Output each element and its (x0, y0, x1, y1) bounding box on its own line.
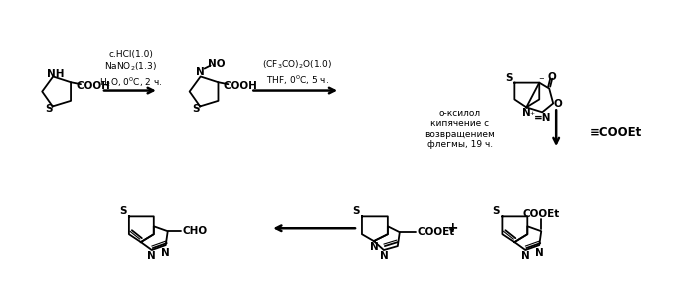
Text: O: O (554, 99, 563, 109)
Text: =N: =N (533, 113, 551, 123)
Text: COOEt: COOEt (418, 227, 455, 237)
Text: O: O (548, 72, 556, 82)
Text: N: N (381, 251, 389, 261)
Text: S: S (505, 73, 513, 83)
Text: c.HCl(1.0)
NaNO$_2$(1.3)
H$_2$O, 0$^0$C, 2 ч.: c.HCl(1.0) NaNO$_2$(1.3) H$_2$O, 0$^0$C,… (99, 50, 163, 89)
Text: COOEt: COOEt (523, 209, 560, 219)
Text: N: N (370, 242, 378, 252)
Text: NO: NO (208, 59, 225, 69)
Text: NH: NH (48, 69, 65, 80)
Text: о-ксилол
кипячение с
возвращением
флегмы, 19 ч.: о-ксилол кипячение с возвращением флегмы… (424, 109, 495, 149)
Text: S: S (119, 206, 127, 217)
Text: ≡COOEt: ≡COOEt (590, 126, 642, 139)
Text: COOH: COOH (76, 81, 110, 91)
Text: N: N (162, 248, 170, 258)
Text: N: N (521, 251, 530, 261)
Text: N: N (148, 251, 156, 261)
Text: $^+$: $^+$ (528, 111, 536, 120)
Text: COOH: COOH (223, 81, 258, 91)
Text: N: N (522, 108, 531, 118)
Text: S: S (352, 206, 360, 217)
Text: CHO: CHO (183, 226, 208, 236)
Text: S: S (45, 105, 52, 114)
Text: N: N (196, 67, 205, 77)
Text: (CF$_3$CO)$_2$O(1.0)
THF, 0$^0$C, 5 ч.: (CF$_3$CO)$_2$O(1.0) THF, 0$^0$C, 5 ч. (262, 59, 332, 87)
Text: S: S (193, 105, 200, 114)
Text: S: S (493, 206, 500, 217)
Text: +: + (447, 221, 459, 235)
Text: $^-$: $^-$ (537, 77, 545, 87)
Text: N: N (535, 248, 544, 258)
